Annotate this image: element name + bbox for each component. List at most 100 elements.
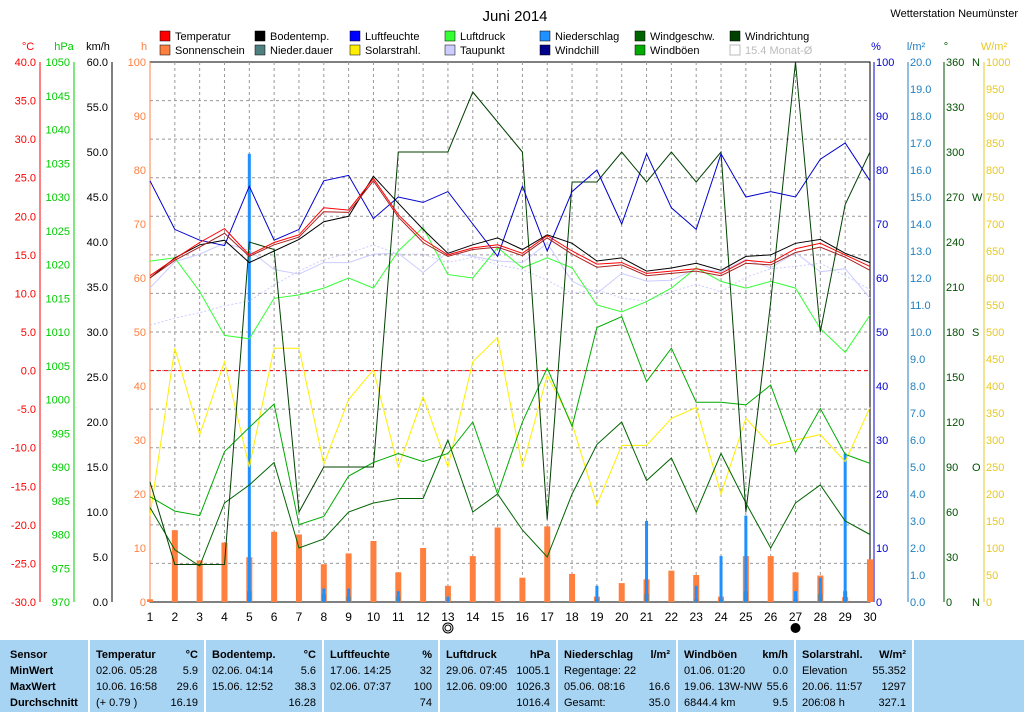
stats-cell-label: 6844.4 km (684, 697, 736, 709)
tick-label-lm2: 0.0 (910, 597, 925, 609)
stats-cell-label: 02.06. 07:37 (330, 681, 392, 693)
tick-label-hpa: 1035 (46, 158, 70, 170)
axis-label-h: h (141, 41, 147, 53)
tick-label-temp: -20.0 (11, 520, 36, 532)
tick-label-h: 30 (134, 435, 146, 447)
x-tick-label: 14 (466, 610, 480, 624)
stats-cell-value: 32 (419, 665, 432, 677)
legend-swatch (349, 44, 361, 56)
x-tick-label: 2 (171, 610, 178, 624)
tick-label-wm2: 400 (986, 381, 1004, 393)
x-tick-label: 25 (739, 610, 753, 624)
legend-swatch (444, 44, 456, 56)
sunshine-bar (320, 564, 327, 602)
tick-label-kmh: 15.0 (87, 462, 108, 474)
tick-label-wm2: 350 (986, 408, 1004, 420)
tick-label-deg: 270 (946, 192, 964, 204)
legend-swatch (254, 44, 266, 56)
tick-label-temp: 15.0 (15, 250, 36, 262)
stats-cell-label: (+ 0.79 ) (96, 697, 138, 709)
wind-direction-line (149, 61, 871, 565)
tick-label-kmh: 25.0 (87, 372, 108, 384)
tick-label-wm2: 250 (986, 462, 1004, 474)
x-tick-label: 4 (221, 610, 228, 624)
x-tick-label: 27 (789, 610, 803, 624)
tick-label-kmh: 35.0 (87, 282, 108, 294)
legend-swatch (729, 30, 741, 42)
tick-label-hpa: 1040 (46, 125, 70, 137)
tick-label-hpa: 1050 (46, 57, 70, 69)
stats-row-max: MaxWert (10, 681, 56, 693)
tick-label-wm2: 950 (986, 84, 1004, 96)
stats-cell-value: 16.28 (288, 697, 316, 709)
tick-label-wm2: 450 (986, 354, 1004, 366)
tick-label-hpa: 1020 (46, 260, 70, 272)
weather-chart: -30.0-25.0-20.0-15.0-10.0-5.00.05.010.01… (11, 8, 1018, 634)
chart-title: Juni 2014 (482, 8, 547, 25)
x-tick-label: 7 (296, 610, 303, 624)
tick-label-wm2: 800 (986, 165, 1004, 177)
sunshine-bar (519, 577, 526, 602)
stats-row-avg: Durchschnitt (10, 697, 78, 709)
precipitation-bar (322, 588, 326, 602)
x-tick-label: 13 (441, 610, 455, 624)
sunshine-bar (345, 553, 352, 602)
tick-label-hpa: 990 (52, 462, 70, 474)
sunshine-bar (469, 556, 476, 602)
stats-column-unit: % (422, 649, 432, 661)
dewpoint-line (149, 244, 871, 326)
stats-cell-value: 1297 (881, 681, 906, 693)
stats-cell-value: 5.9 (182, 665, 198, 677)
precipitation-bar (446, 596, 450, 602)
legend-swatch (539, 44, 551, 56)
tick-label-pct: 40 (876, 381, 888, 393)
temperature-line (149, 177, 871, 277)
tick-label-pct: 90 (876, 111, 888, 123)
tick-label-kmh: 10.0 (87, 507, 108, 519)
x-tick-label: 22 (665, 610, 679, 624)
legend-label: Bodentemp. (270, 31, 329, 43)
precipitation-bar (744, 515, 748, 602)
tick-label-kmh: 30.0 (87, 327, 108, 339)
stats-column: Temperatur °C 02.06. 05:28 5.9 10.06. 16:58 2… (90, 644, 204, 709)
tick-label-deg: 150 (946, 372, 964, 384)
x-tick-label: 17 (541, 610, 555, 624)
tick-label-pct: 50 (876, 327, 888, 339)
tick-label-wm2: 550 (986, 300, 1004, 312)
legend-label: Temperatur (175, 31, 231, 43)
tick-label-lm2: 2.0 (910, 543, 925, 555)
tick-label-lm2: 4.0 (910, 489, 925, 501)
stats-separator (676, 640, 678, 712)
stats-separator (556, 640, 558, 712)
axis-label-lm2: l/m² (907, 41, 926, 53)
tick-label-h: 70 (134, 219, 146, 231)
tick-label-temp: 5.0 (21, 327, 36, 339)
tick-label-deg: 30 (946, 552, 958, 564)
x-tick-label: 16 (516, 610, 530, 624)
tick-label-deg: 60 (946, 507, 958, 519)
legend-label: Taupunkt (460, 45, 505, 57)
tick-label-deg: 0 (946, 597, 952, 609)
stats-sensor-column: Sensor MinWert MaxWert Durchschnitt (4, 644, 86, 709)
tick-label-lm2: 7.0 (910, 408, 925, 420)
x-tick-label: 1 (147, 610, 154, 624)
tick-label-deg: 120 (946, 417, 964, 429)
stats-panel: Sensor MinWert MaxWert Durchschnitt Temp… (0, 640, 1024, 712)
sunshine-bar (668, 570, 675, 602)
legend-label: Windchill (555, 45, 599, 57)
tick-label-pct: 100 (876, 57, 894, 69)
tick-label-temp: -25.0 (11, 558, 36, 570)
tick-label-h: 10 (134, 543, 146, 555)
tick-label-temp: -10.0 (11, 443, 36, 455)
tick-label-wm2: 850 (986, 138, 1004, 150)
precipitation-bar (719, 556, 723, 602)
sunshine-bar (395, 572, 402, 602)
tick-label-wm2: 750 (986, 192, 1004, 204)
tick-label-hpa: 980 (52, 530, 70, 542)
sunshine-bar (544, 526, 551, 602)
precipitation-bar (694, 585, 698, 602)
x-tick-label: 26 (764, 610, 778, 624)
stats-cell-value: 100 (413, 681, 432, 693)
tick-label-deg-dir: O (972, 462, 981, 474)
tick-label-hpa: 1010 (46, 327, 70, 339)
